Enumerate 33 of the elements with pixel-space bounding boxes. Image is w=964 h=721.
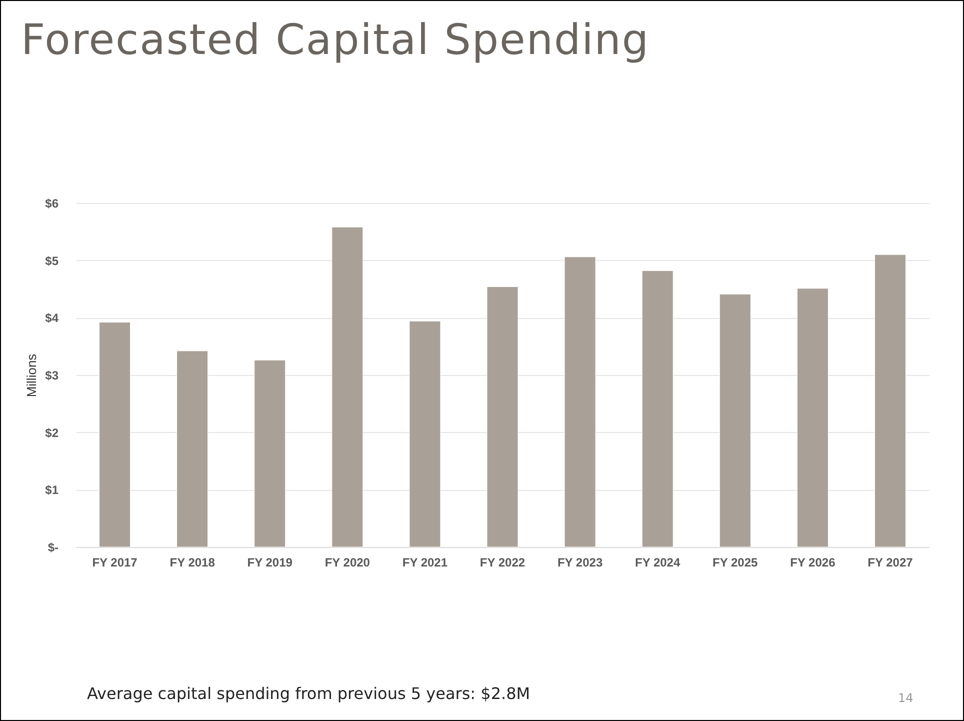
bar [332, 226, 364, 548]
x-tick-label: FY 2023 [557, 556, 603, 570]
text: Average capital spending from previous 5 years: $2.8M [87, 684, 530, 703]
bar [409, 320, 441, 548]
bar [254, 360, 286, 548]
y-tick-label: $- [48, 540, 58, 554]
bar [796, 288, 828, 548]
bar [99, 322, 131, 548]
y-axis-title: Millions [24, 353, 40, 398]
chart-title: Forecasted Capital Spending [21, 15, 650, 64]
x-tick-label: FY 2024 [635, 556, 680, 570]
x-tick-label: FY 2027 [868, 556, 914, 570]
x-tick-label: FY 2026 [790, 556, 836, 570]
bar [486, 286, 518, 548]
bar [719, 294, 751, 548]
y-tick-label: $5 [45, 254, 59, 268]
x-tick-label: FY 2018 [170, 556, 216, 570]
x-tick-label: FY 2025 [712, 556, 758, 570]
bar [564, 256, 596, 548]
bar [642, 270, 674, 548]
x-tick-label: FY 2017 [92, 556, 138, 570]
bar [176, 350, 208, 548]
x-tick-label: FY 2022 [480, 556, 526, 570]
y-tick-label: $3 [45, 368, 59, 382]
y-tick-label: $4 [45, 311, 59, 326]
x-tick-label: FY 2019 [247, 556, 293, 570]
y-tick-label: $6 [45, 196, 59, 210]
x-tick-label: FY 2020 [324, 556, 370, 570]
text: 14 [898, 691, 914, 705]
x-tick-label: FY 2021 [402, 556, 448, 570]
bar [874, 254, 906, 548]
y-tick-label: $1 [45, 483, 59, 498]
y-tick-label: $2 [45, 426, 59, 440]
